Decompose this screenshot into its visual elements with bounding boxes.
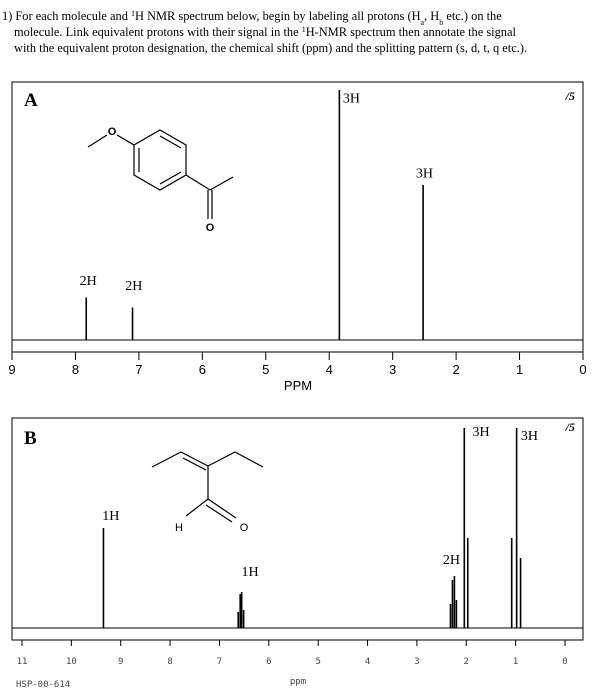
x-tick-label: 0 [562, 657, 567, 667]
x-tick-label: 7 [217, 657, 222, 667]
peak-annotation: 3H [473, 425, 490, 440]
peak-annotation: 3H [521, 429, 538, 444]
spectrum-frame [11, 81, 584, 353]
subscript: a [421, 18, 425, 27]
peak-annotation: 3H [343, 92, 360, 107]
text: 1) For each molecule and [2, 9, 131, 23]
question: 1) For each molecule and 1H NMR spectrum… [2, 9, 527, 56]
atom-label: O [108, 126, 117, 138]
x-tick-label: 4 [326, 362, 333, 377]
x-tick-label: 0 [579, 362, 586, 377]
text: , H [424, 9, 439, 23]
x-tick-label: 6 [266, 657, 271, 667]
question-line: 1) For each molecule and 1H NMR spectrum… [2, 9, 502, 27]
x-tick-label: 8 [167, 657, 172, 667]
peak-annotation: 1H [241, 565, 258, 580]
x-tick-label: 1 [516, 362, 523, 377]
x-tick-label: 4 [365, 657, 370, 667]
atom-label: O [206, 222, 215, 234]
peak-annotation: 2H [443, 553, 460, 568]
text: etc.) on the [443, 9, 502, 23]
peak-annotation: 3H [416, 167, 433, 182]
x-tick-label: 5 [315, 657, 320, 667]
x-axis-label: PPM [284, 378, 312, 393]
x-tick-label: 5 [262, 362, 269, 377]
spectrum-label: A [24, 90, 38, 111]
peak-annotation: 1H [102, 509, 119, 524]
text: H-NMR spectrum then annotate the signal [306, 25, 517, 39]
x-tick-label: 11 [17, 657, 28, 667]
x-tick-label: 2 [452, 362, 459, 377]
text: with the equivalent proton designation, … [14, 41, 527, 55]
superscript: 1 [131, 9, 135, 18]
subscript: b [439, 18, 443, 27]
spectrum-label: B [24, 428, 37, 449]
x-tick-label: 9 [8, 362, 15, 377]
x-axis-label: ppm [290, 677, 306, 687]
x-tick-label: 7 [135, 362, 142, 377]
peak-annotation: 2H [125, 279, 142, 294]
score: /5 [565, 89, 575, 103]
x-tick-label: 1 [513, 657, 518, 667]
x-tick-label: 8 [72, 362, 79, 377]
text: molecule. Link equivalent protons with t… [14, 25, 302, 39]
footnote: HSP-00-614 [16, 680, 70, 690]
question-line: molecule. Link equivalent protons with t… [14, 25, 516, 40]
molecule-b [151, 451, 264, 523]
x-tick-label: 2 [464, 657, 469, 667]
atom-label: H [175, 522, 183, 534]
text: H NMR spectrum below, begin by labeling … [135, 9, 421, 23]
peak-annotation: 2H [80, 274, 97, 289]
x-tick-label: 10 [66, 657, 77, 667]
x-tick-label: 3 [414, 657, 419, 667]
atom-label: O [240, 522, 249, 534]
x-tick-label: 6 [199, 362, 206, 377]
x-tick-label: 3 [389, 362, 396, 377]
superscript: 1 [302, 25, 306, 34]
x-tick-label: 9 [118, 657, 123, 667]
question-line: with the equivalent proton designation, … [14, 41, 527, 55]
spectrum-frame [11, 417, 584, 641]
score: /5 [565, 420, 575, 434]
molecule-a [87, 129, 234, 219]
